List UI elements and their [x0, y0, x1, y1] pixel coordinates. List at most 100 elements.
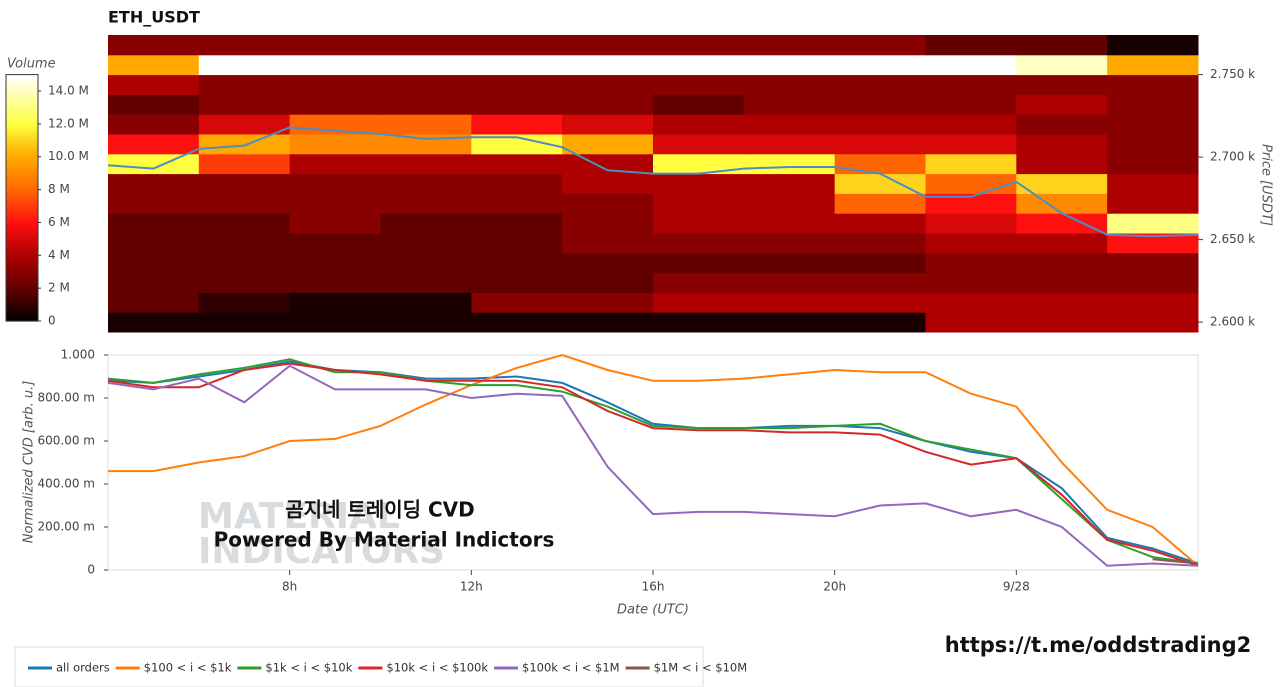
heatmap-cell [289, 35, 381, 56]
heatmap-cell [198, 252, 291, 274]
heatmap-cell [1107, 54, 1199, 76]
colorbar-segment [6, 125, 38, 129]
y-tick-label: 1.000 [61, 348, 95, 362]
colorbar-segment [6, 286, 38, 289]
heatmap-cell [562, 292, 654, 313]
heatmap-cell [471, 213, 563, 234]
heatmap-cell [834, 292, 926, 313]
heatmap-cell [471, 35, 563, 56]
heatmap-cell [380, 173, 472, 194]
heatmap-cell [108, 54, 200, 76]
colorbar-segment [6, 164, 38, 168]
colorbar-segment [6, 199, 38, 203]
heatmap-cell [108, 173, 200, 194]
heatmap-cell [653, 134, 745, 155]
heatmap-cell [289, 153, 381, 175]
heatmap-cell [562, 193, 654, 214]
colorbar-segment [6, 255, 38, 258]
heatmap-cell [471, 94, 563, 115]
watermark-text: MATERIAL [198, 496, 400, 537]
heatmap-cell [1107, 233, 1199, 254]
heatmap-cell [1107, 272, 1199, 293]
colorbar-segment [6, 132, 38, 135]
colorbar-segment [6, 316, 38, 320]
colorbar-segment [6, 306, 38, 310]
y-tick-label: 200.00 m [38, 520, 96, 534]
heatmap-cell [743, 233, 836, 254]
heatmap-cell [834, 94, 926, 115]
colorbar-segment [6, 275, 38, 279]
annotation: Powered By Material Indictors [214, 528, 555, 552]
heatmap-cell [1107, 193, 1199, 214]
heatmap-cell [471, 312, 563, 333]
heatmap-cell [562, 312, 654, 333]
colorbar-segment [6, 121, 38, 125]
heatmap-cell [1016, 153, 1108, 175]
heatmap-cell [562, 114, 654, 135]
heatmap-cell [562, 94, 654, 115]
heatmap-cell [289, 134, 381, 155]
heatmap-cell [380, 213, 472, 234]
heatmap-cell [380, 193, 472, 214]
heatmap-cell [743, 173, 836, 194]
colorbar-segment [6, 123, 38, 127]
heatmap-cell [925, 292, 1017, 313]
footer-link[interactable]: https://t.me/oddstrading2 [945, 633, 1252, 657]
colorbar-segment [6, 220, 38, 224]
colorbar-segment [6, 169, 38, 172]
colorbar-segment [6, 105, 38, 109]
heatmap-cell [108, 272, 200, 293]
heatmap-cell [925, 233, 1017, 254]
x-tick-label: 16h [642, 580, 665, 594]
heatmap-cell [108, 213, 200, 234]
colorbar-title: Volume [7, 57, 56, 72]
colorbar-segment [6, 173, 38, 176]
colorbar-segment [6, 127, 38, 131]
heatmap-cell [108, 35, 200, 56]
heatmap-cell [1016, 292, 1108, 313]
heatmap-cell [1016, 74, 1108, 95]
colorbar-segment [6, 214, 38, 217]
cvd-line [107, 364, 1199, 567]
heatmap-cell [562, 35, 654, 56]
colorbar-segment [6, 251, 38, 254]
colorbar-segment [6, 177, 38, 180]
heatmap-cell [653, 35, 745, 56]
heatmap-cell [925, 213, 1017, 234]
heatmap-cell [380, 35, 472, 56]
heatmap-cell [1016, 213, 1108, 234]
heatmap-cell [471, 54, 563, 76]
colorbar-segment [6, 281, 38, 285]
colorbar-segment [6, 269, 38, 273]
heatmap-cell [834, 134, 926, 155]
heatmap-cell [289, 272, 381, 293]
colorbar-segment [6, 86, 38, 90]
heatmap-cell [562, 252, 654, 274]
heatmap-cell [653, 114, 745, 135]
heatmap-cell [198, 213, 291, 234]
colorbar-segment [6, 318, 38, 322]
heatmap-cell [834, 272, 926, 293]
y-tick-label: 400.00 m [38, 477, 96, 491]
heatmap-cell [380, 94, 472, 115]
chart-title: ETH_USDT [108, 8, 200, 27]
colorbar-segment [6, 300, 38, 304]
colorbar-segment [6, 103, 38, 106]
heatmap-cell [925, 153, 1017, 175]
heatmap-cell [925, 134, 1017, 155]
colorbar-segment [6, 292, 38, 295]
colorbar-segment [6, 222, 38, 226]
colorbar-segment [6, 80, 38, 84]
colorbar-segment [6, 162, 38, 166]
colorbar-segment [6, 82, 38, 86]
heatmap-cell [198, 153, 291, 175]
colorbar-segment [6, 138, 38, 141]
colorbar-segment [6, 115, 38, 119]
colorbar-segment [6, 257, 38, 260]
heatmap-cell [743, 252, 836, 274]
heatmap-cell [289, 193, 381, 214]
colorbar-segment [6, 203, 38, 207]
colorbar-tick-label: 2 M [48, 281, 70, 295]
heatmap-cell [289, 233, 381, 254]
heatmap-cell [380, 233, 472, 254]
